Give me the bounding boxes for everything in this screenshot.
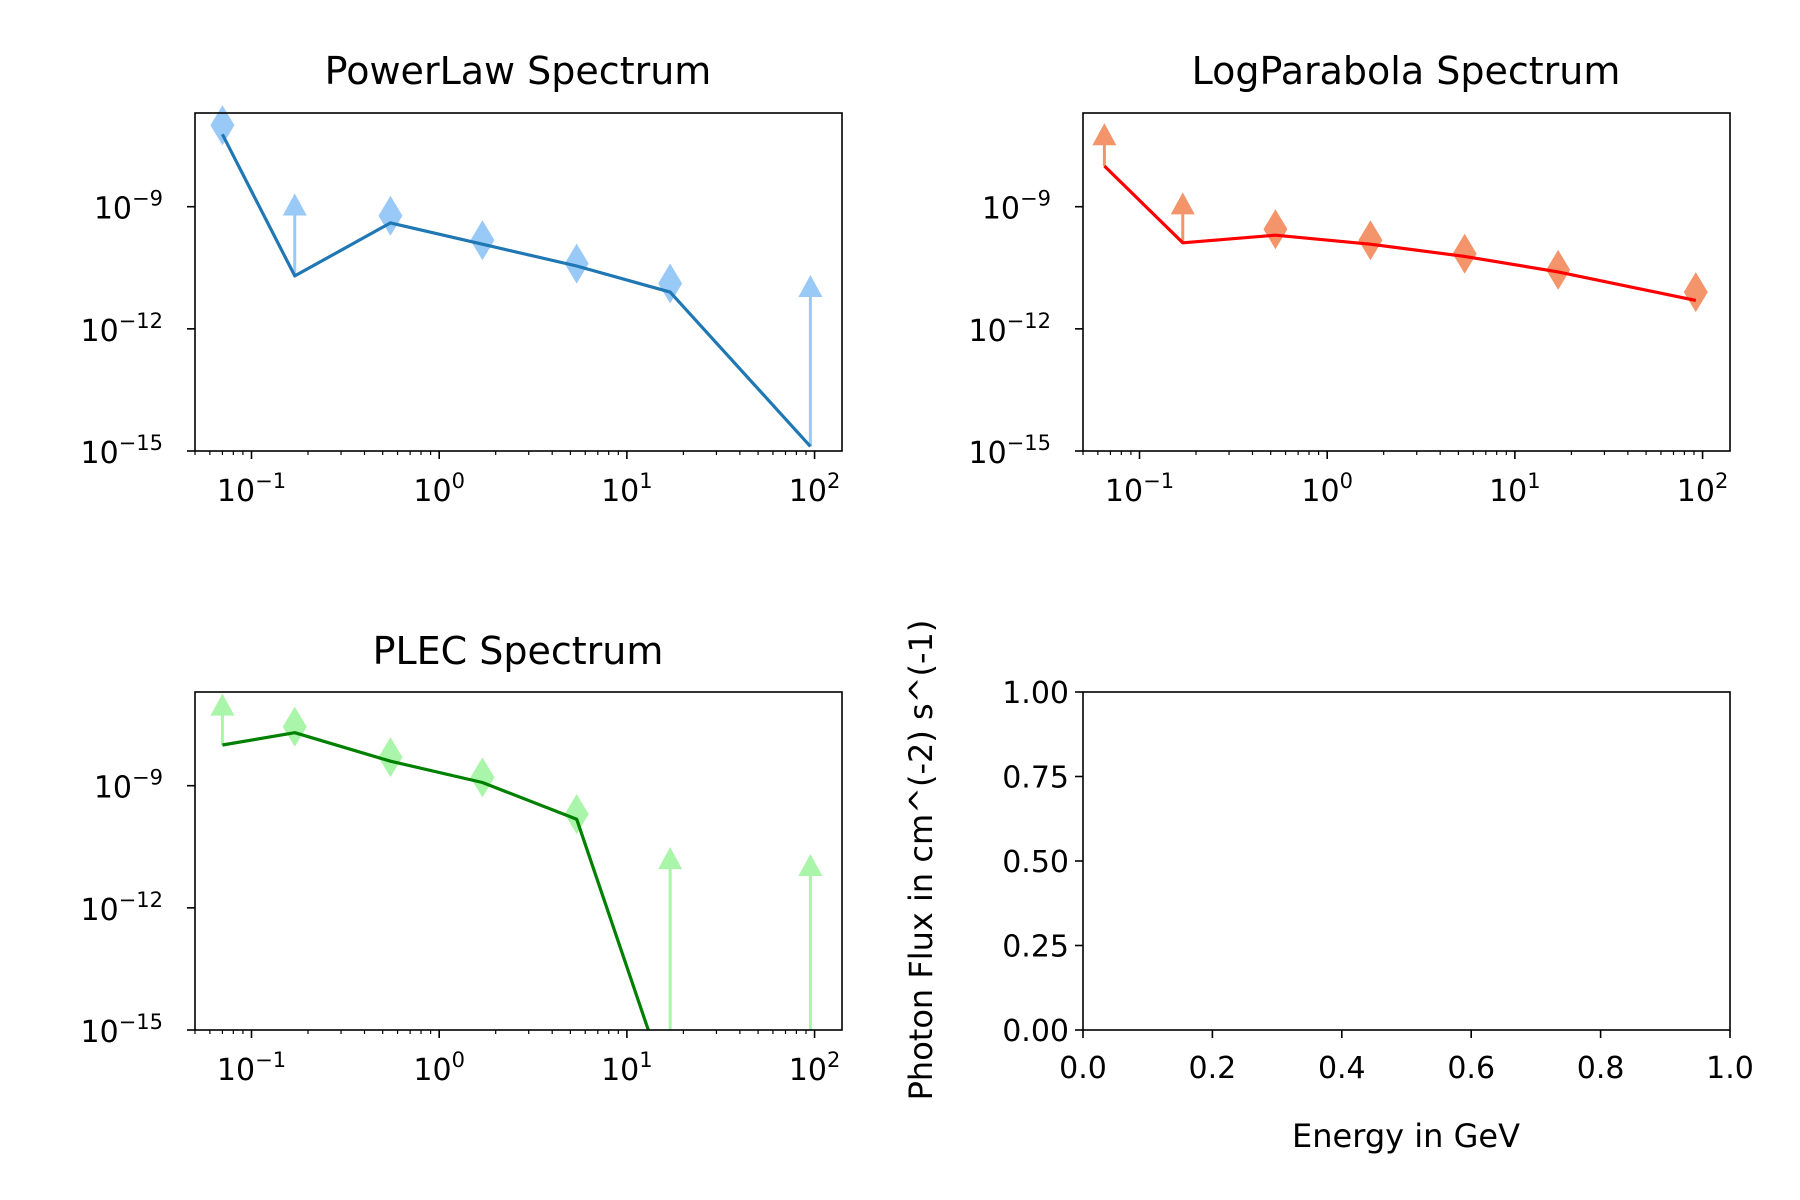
data-point [210, 105, 235, 146]
x-tick-label: 100 [413, 1048, 465, 1088]
y-tick-label: 10−9 [94, 187, 163, 227]
panel-plec: PLEC Spectrum 10−1 100 101 10210−910−1210−1… [80, 629, 843, 1088]
model-line [222, 731, 650, 1031]
logparabola-axes: 10−1 100 101 102 10−9 10−12 10−15 [968, 187, 1728, 509]
data-point [1683, 272, 1708, 313]
data-point [1452, 233, 1477, 274]
y-tick-label: 10−15 [80, 1010, 163, 1050]
x-tick-label: 1.0 [1706, 1051, 1754, 1086]
x-tick-label: 0.8 [1577, 1051, 1625, 1086]
y-tick-label: 10−15 [80, 431, 163, 471]
upper-limit-arrowhead [282, 193, 307, 216]
empty-axes: 0.0 0.2 0.4 0.6 0.8 1.0 0.00 0.25 0.50 0.75 1.00 [1002, 676, 1754, 1086]
chart-title: LogParabola Spectrum [1192, 49, 1621, 93]
x-tick-label: 102 [1677, 469, 1729, 509]
x-tick-label: 10−1 [217, 469, 286, 509]
chart-title: PowerLaw Spectrum [325, 49, 712, 93]
data-point [470, 220, 495, 261]
x-tick-label: 101 [601, 469, 653, 509]
model-line [1103, 164, 1697, 302]
plot-frame [194, 691, 843, 1031]
upper-limit-arrowhead [798, 274, 823, 297]
y-tick-label: 0.50 [1002, 845, 1069, 880]
powerlaw-marks [210, 105, 823, 448]
panel-logparabola: LogParabola Spectrum 10−1 100 101 10210−910… [968, 49, 1731, 509]
plot-frame [1082, 112, 1731, 452]
model-line [220, 133, 812, 448]
x-tick-label: 100 [1301, 469, 1353, 509]
y-tick-label: 0.75 [1002, 761, 1069, 796]
data-point [564, 794, 589, 835]
x-tick-label: 102 [789, 1048, 841, 1088]
y-tick-label: 1.00 [1002, 676, 1069, 711]
upper-limit-arrowhead [1170, 192, 1195, 215]
y-axis-label: Photon Flux in cm^(-2) s^(-1) [902, 620, 940, 1101]
y-tick-label: 0.25 [1002, 930, 1069, 965]
x-tick-label: 0.2 [1189, 1051, 1237, 1086]
data-point [470, 757, 495, 798]
plec-axes: 10−1 100 101 102 10−9 10−12 10−15 [80, 766, 840, 1088]
plot-frame [194, 112, 843, 452]
x-tick-label: 10−1 [1105, 469, 1174, 509]
y-tick-label: 10−15 [968, 431, 1051, 471]
x-tick-label: 102 [789, 469, 841, 509]
x-tick-label: 0.4 [1318, 1051, 1366, 1086]
data-point [564, 243, 589, 284]
data-point [1358, 220, 1383, 261]
chart-title: PLEC Spectrum [373, 629, 664, 673]
logparabola-marks [1092, 123, 1708, 313]
x-tick-label: 10−1 [217, 1048, 286, 1088]
x-tick-label: 0.6 [1447, 1051, 1495, 1086]
powerlaw-axes: 10−1 100 101 102 10−9 10−12 10−15 [80, 187, 840, 509]
panel-empty: 0.0 0.2 0.4 0.6 0.8 1.0 0.00 0.25 0.50 0.75 1.00 E… [902, 620, 1754, 1155]
x-tick-label: 100 [413, 469, 465, 509]
upper-limit-arrowhead [1092, 123, 1117, 146]
plec-marks [210, 693, 823, 1031]
y-tick-label: 0.00 [1002, 1014, 1069, 1049]
x-axis-label: Energy in GeV [1292, 1117, 1520, 1155]
upper-limit-arrowhead [210, 693, 235, 716]
y-tick-label: 10−9 [94, 766, 163, 806]
x-tick-label: 0.0 [1059, 1051, 1107, 1086]
data-point [1263, 209, 1288, 250]
upper-limit-arrowhead [798, 853, 823, 876]
x-tick-label: 101 [601, 1048, 653, 1088]
x-tick-label: 101 [1489, 469, 1541, 509]
data-point [282, 706, 307, 747]
data-point [1546, 249, 1571, 290]
y-tick-label: 10−12 [968, 309, 1051, 349]
panel-powerlaw: PowerLaw Spectrum 10−1 100 101 102 10−9 10−12… [80, 49, 843, 509]
y-tick-label: 10−12 [80, 309, 163, 349]
data-point [658, 263, 683, 304]
y-tick-label: 10−9 [982, 187, 1051, 227]
upper-limit-arrowhead [658, 847, 683, 870]
y-tick-label: 10−12 [80, 888, 163, 928]
data-point [378, 737, 403, 778]
